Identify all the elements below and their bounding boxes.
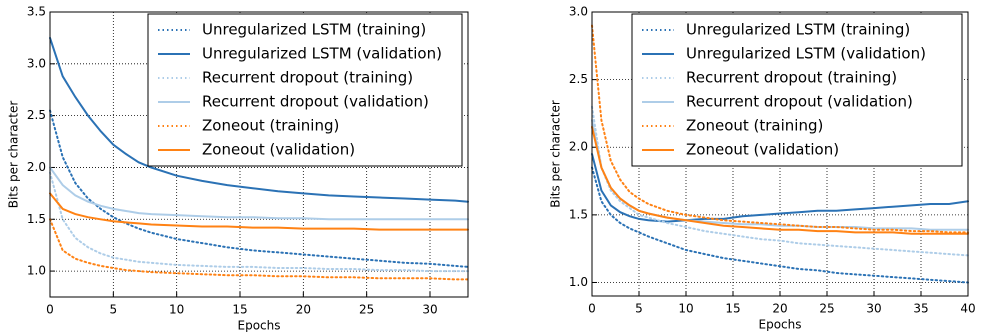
y-tick-label: 3.5 bbox=[27, 5, 46, 19]
x-tick-label: 0 bbox=[588, 302, 596, 316]
y-tick-label: 3.0 bbox=[569, 5, 588, 19]
series-line bbox=[591, 153, 969, 223]
legend-label: Unregularized LSTM (validation) bbox=[202, 45, 442, 63]
y-axis-label: Bits per character bbox=[549, 100, 563, 208]
legend-box bbox=[631, 13, 963, 167]
series-line bbox=[591, 126, 969, 235]
x-tick-label: 5 bbox=[635, 302, 643, 316]
y-tick-label: 2.0 bbox=[27, 160, 46, 174]
plot-frame bbox=[591, 11, 969, 297]
legend-label: Zoneout (training) bbox=[202, 117, 339, 135]
series-line bbox=[591, 166, 969, 284]
x-tick-label: 10 bbox=[678, 302, 693, 316]
x-axis-label: Epochs bbox=[238, 319, 281, 333]
series-line bbox=[49, 166, 469, 221]
x-axis-label: Epochs bbox=[759, 318, 802, 332]
legend: Unregularized LSTM (training) Unregulariz… bbox=[147, 13, 463, 167]
legend-label: Recurrent dropout (training) bbox=[202, 69, 413, 87]
legend-box bbox=[147, 13, 463, 167]
series-line bbox=[49, 218, 469, 281]
legend-label: Unregularized LSTM (training) bbox=[686, 21, 910, 39]
x-tick-label: 10 bbox=[169, 303, 184, 317]
y-tick-label: 1.0 bbox=[569, 275, 588, 289]
x-tick-label: 35 bbox=[913, 302, 928, 316]
y-tick-label: 2.5 bbox=[569, 72, 588, 86]
y-tick-label: 2.0 bbox=[569, 140, 588, 154]
chart-panel: 1.0 1.5 2.0 2.5 3.0 0 5 10 15 20 25 30 35 40 Epochs Bit… bbox=[549, 5, 976, 332]
y-tick-label: 3.0 bbox=[27, 56, 46, 70]
y-axis-label: Bits per character bbox=[7, 101, 21, 209]
legend-label: Unregularized LSTM (validation) bbox=[686, 45, 926, 63]
chart-panel: 1.0 1.5 2.0 2.5 3.0 3.5 0 5 10 15 20 25 30 Epochs Bits… bbox=[7, 5, 469, 333]
series-line bbox=[49, 36, 469, 203]
x-tick-label: 25 bbox=[819, 302, 834, 316]
y-tick-label: 1.0 bbox=[27, 264, 46, 278]
y-tick-label: 2.5 bbox=[27, 108, 46, 122]
x-tick-label: 15 bbox=[725, 302, 740, 316]
legend: Unregularized LSTM (training) Unregulariz… bbox=[631, 13, 963, 167]
legend-label: Zoneout (training) bbox=[686, 117, 823, 135]
legend-label: Recurrent dropout (validation) bbox=[202, 93, 429, 111]
x-tick-label: 20 bbox=[772, 302, 787, 316]
x-tick-label: 25 bbox=[359, 303, 374, 317]
series-line bbox=[591, 24, 969, 234]
x-tick-label: 30 bbox=[422, 303, 437, 317]
legend-label: Recurrent dropout (validation) bbox=[686, 93, 913, 111]
x-tick-label: 30 bbox=[866, 302, 881, 316]
legend-label: Zoneout (validation) bbox=[686, 141, 839, 159]
series-line bbox=[49, 171, 469, 273]
legend-label: Recurrent dropout (training) bbox=[686, 69, 897, 87]
series-line bbox=[591, 105, 969, 257]
legend-label: Zoneout (validation) bbox=[202, 141, 355, 159]
legend-label: Unregularized LSTM (training) bbox=[202, 21, 426, 39]
y-tick-label: 1.5 bbox=[27, 212, 46, 226]
x-tick-label: 20 bbox=[296, 303, 311, 317]
plot-frame bbox=[49, 11, 469, 298]
series-line bbox=[49, 192, 469, 231]
x-tick-label: 15 bbox=[232, 303, 247, 317]
y-tick-label: 1.5 bbox=[569, 207, 588, 221]
x-tick-label: 0 bbox=[46, 303, 54, 317]
x-tick-label: 5 bbox=[110, 303, 118, 317]
x-tick-label: 40 bbox=[960, 302, 975, 316]
